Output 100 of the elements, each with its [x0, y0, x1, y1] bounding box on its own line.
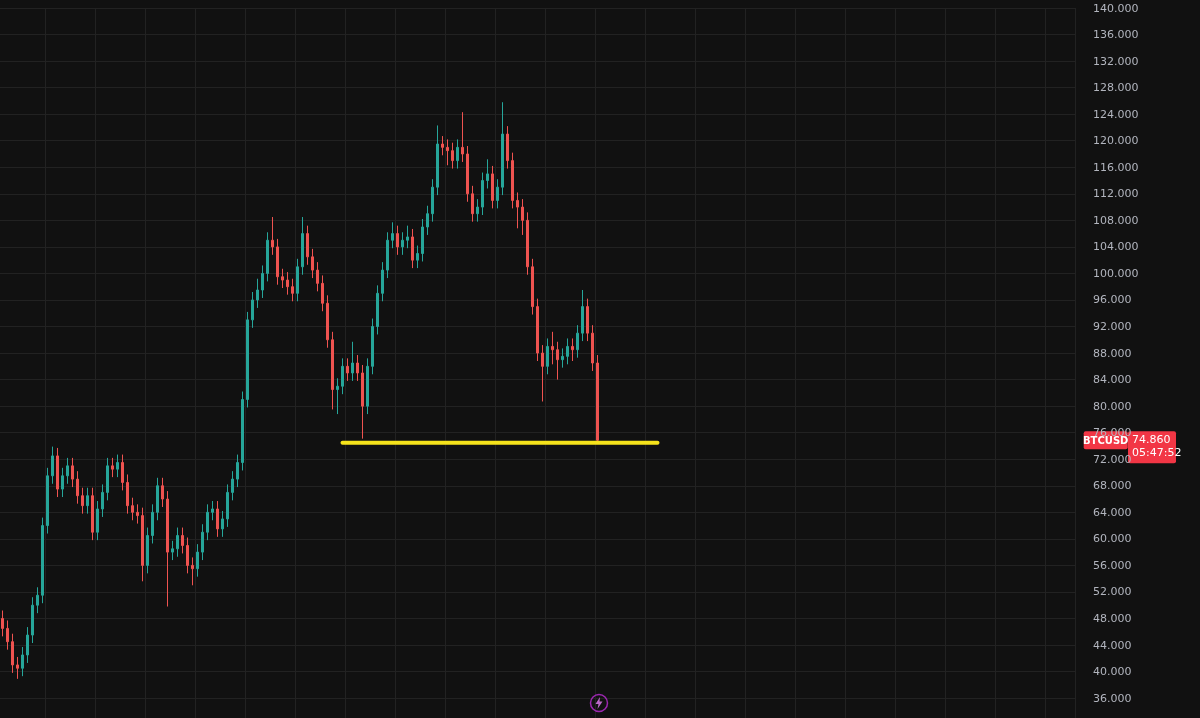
candlestick: [356, 354, 359, 382]
candlestick: [41, 517, 44, 604]
candlestick: [496, 178, 499, 209]
candlestick: [556, 341, 559, 381]
candlestick: [366, 357, 369, 415]
candlestick: [286, 271, 289, 296]
candlestick: [31, 596, 34, 644]
candlestick: [271, 216, 274, 256]
candlestick: [91, 487, 94, 541]
candlestick: [566, 337, 569, 365]
y-tick-label: 80.000: [1093, 399, 1132, 413]
candlestick: [571, 337, 574, 362]
candlestick: [306, 225, 309, 266]
candlestick: [221, 510, 224, 538]
candlestick: [126, 473, 129, 515]
candlestick: [516, 191, 519, 229]
candlestick: [291, 278, 294, 302]
candlestick: [241, 391, 244, 471]
candlestick: [6, 619, 9, 651]
candlestick: [161, 477, 164, 508]
candlestick: [371, 318, 374, 375]
candlestick: [231, 470, 234, 501]
candlestick: [101, 483, 104, 518]
candlestick: [56, 447, 59, 498]
candlestick: [16, 656, 19, 680]
candlestick: [401, 231, 404, 256]
candlestick: [86, 487, 89, 515]
candlestick: [81, 487, 84, 515]
y-tick-label: 88.000: [1093, 346, 1132, 360]
candlestick: [586, 298, 589, 342]
candlestick: [451, 142, 454, 170]
candlestick: [51, 446, 54, 485]
candlestick: [76, 470, 79, 505]
candlestick: [281, 268, 284, 289]
candlestick: [36, 586, 39, 614]
y-tick-label: 128.000: [1093, 81, 1139, 95]
candlestick: [71, 457, 74, 488]
candlestick: [441, 135, 444, 156]
y-tick-label: 84.000: [1093, 373, 1132, 387]
candlestick: [581, 289, 584, 342]
candlestick: [136, 503, 139, 525]
candlestick: [321, 274, 324, 312]
y-tick-label: 120.000: [1093, 134, 1139, 148]
candlestick: [471, 185, 474, 223]
candlestick: [591, 324, 594, 372]
candlestick: [261, 264, 264, 299]
y-tick-label: 100.000: [1093, 266, 1139, 280]
candlestick: [176, 527, 179, 558]
candlestick: [346, 357, 349, 382]
y-tick-label: 40.000: [1093, 665, 1132, 679]
candlestick: [276, 238, 279, 286]
candlestick: [236, 454, 239, 488]
candlestick: [96, 500, 99, 541]
y-tick-label: 44.000: [1093, 638, 1132, 652]
candlestick: [131, 497, 134, 521]
candlestick: [46, 467, 49, 535]
candlestick: [551, 331, 554, 365]
candlestick: [111, 457, 114, 478]
y-tick-label: 96.000: [1093, 293, 1132, 307]
candlestick: [436, 124, 439, 196]
candlestick: [506, 125, 509, 170]
candlestick: [361, 364, 364, 440]
candlestick: [326, 294, 329, 349]
candlestick: [526, 211, 529, 276]
candlestick: [211, 500, 214, 521]
candlestick: [251, 291, 254, 329]
candlestick: [1, 610, 4, 637]
text: 74.860: [1132, 433, 1171, 447]
candlestick: [106, 457, 109, 501]
candlestick: [61, 467, 64, 498]
y-tick-label: 92.000: [1093, 320, 1132, 333]
candlestick: [501, 101, 504, 196]
candlestick: [476, 198, 479, 223]
candlestick: [491, 165, 494, 209]
candlestick: [11, 633, 14, 674]
candlestick: [171, 540, 174, 561]
candlestick: [256, 278, 259, 309]
candlestick: [26, 626, 29, 664]
candlestick: [336, 377, 339, 415]
y-tick-label: 48.000: [1093, 611, 1132, 625]
candlestick: [121, 454, 124, 491]
candlestick: [421, 218, 424, 262]
candlestick: [446, 138, 449, 166]
candlestick: [381, 261, 384, 302]
candlestick: [391, 221, 394, 249]
candlestick: [201, 523, 204, 561]
candlestick: [456, 138, 459, 170]
candlestick: [186, 537, 189, 574]
y-tick-label: 140.000: [1093, 1, 1139, 15]
candlestick: [146, 527, 149, 574]
candlestick: [486, 158, 489, 189]
y-tick-label: 132.000: [1093, 54, 1139, 68]
candlestick: [166, 490, 169, 608]
y-tick-label: 136.000: [1093, 28, 1139, 42]
candlestick: [21, 646, 24, 677]
y-tick-label: 124.000: [1093, 107, 1139, 121]
candlestick: [521, 198, 524, 236]
candlestick: [531, 258, 534, 316]
candlestick: [416, 245, 419, 269]
y-tick-label: 108.000: [1093, 213, 1139, 227]
